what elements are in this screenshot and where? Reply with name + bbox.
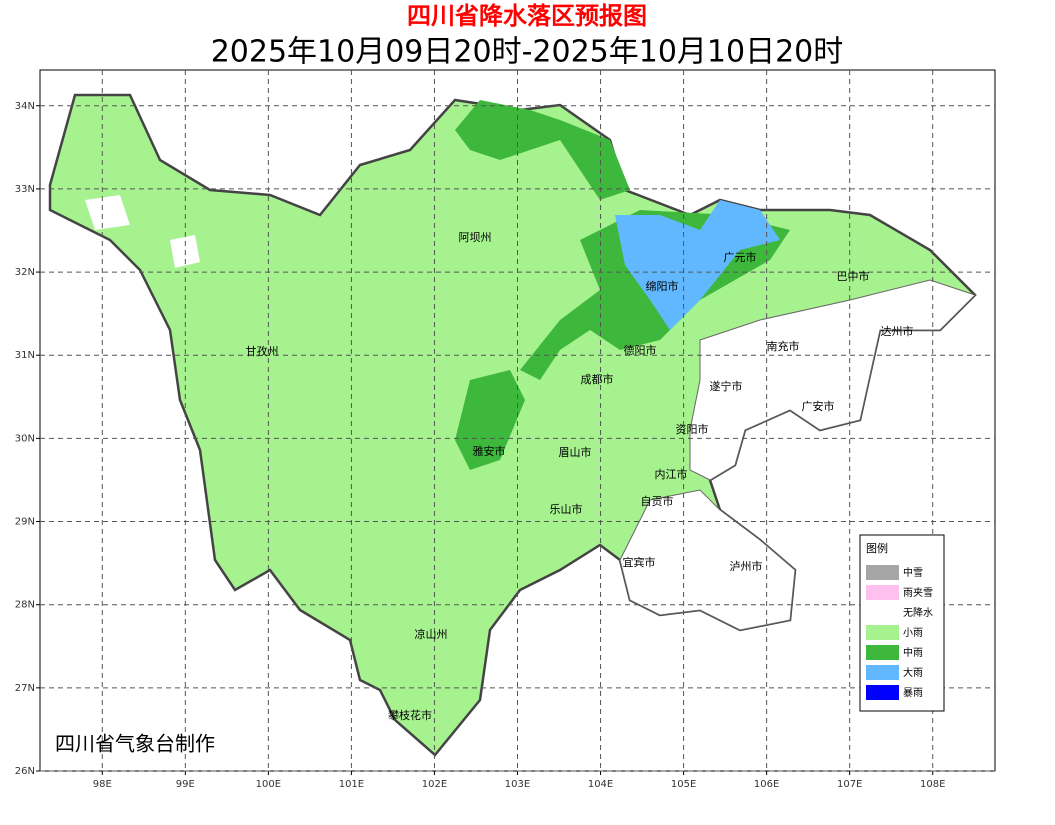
moderate-rain-yaan: [455, 370, 525, 470]
city-label: 乐山市: [550, 502, 583, 516]
x-tick-label: 98E: [93, 779, 112, 790]
precip-areas: [48, 93, 977, 757]
y-tick-label: 31N: [15, 350, 35, 361]
city-label: 广安市: [802, 399, 835, 413]
y-tick-label: 28N: [15, 600, 35, 611]
city-label: 绵阳市: [646, 279, 679, 293]
y-tick-label: 33N: [15, 184, 35, 195]
city-label: 阿坝州: [459, 230, 492, 244]
legend-box: [859, 534, 945, 712]
heavy-rain: [615, 200, 780, 330]
moderate-rain-north: [455, 100, 630, 200]
subtitle: 2025年10月09日20时-2025年10月10日20时: [211, 35, 844, 70]
y-tick-label: 29N: [15, 517, 35, 528]
legend-label: 暴雨: [903, 687, 923, 699]
city-label: 攀枝花市: [388, 708, 432, 722]
city-label: 凉山州: [415, 627, 448, 641]
legend-swatch: [866, 645, 899, 660]
y-tick-label: 27N: [15, 683, 35, 694]
city-label: 资阳市: [676, 422, 709, 436]
legend-swatch: [866, 685, 899, 700]
legend-swatch: [866, 625, 899, 640]
no-rain-southeast: [619, 489, 796, 631]
city-label: 泸州市: [730, 559, 763, 573]
city-label: 成都市: [581, 372, 614, 386]
city-label: 南充市: [767, 339, 800, 353]
x-tick-label: 106E: [754, 779, 779, 790]
legend-label: 雨夹雪: [903, 586, 933, 599]
y-tick-label: 32N: [15, 267, 35, 278]
x-tick-label: 101E: [339, 779, 364, 790]
credit: 四川省气象台制作: [55, 732, 215, 756]
legend-label: 大雨: [903, 666, 923, 679]
legend-label: 无降水: [903, 606, 933, 619]
x-tick-label: 100E: [256, 779, 281, 790]
city-label: 内江市: [655, 467, 688, 481]
grid: 98E 99E 100E 101E 102E 103E 104E 105E 106E 107E 10…: [15, 70, 995, 790]
title: 四川省降水落区预报图: [407, 2, 647, 30]
legend-label: 小雨: [903, 627, 923, 639]
city-label: 广元市: [724, 250, 757, 264]
city-label: 自贡市: [641, 494, 674, 508]
city-label: 遂宁市: [710, 379, 743, 393]
city-label: 眉山市: [559, 445, 592, 459]
legend-swatch: [866, 585, 899, 600]
legend-swatch: [866, 565, 899, 580]
x-tick-label: 105E: [671, 779, 696, 790]
city-label: 甘孜州: [246, 344, 279, 358]
y-tick-label: 30N: [15, 433, 35, 444]
x-tick-label: 99E: [176, 779, 195, 790]
x-tick-label: 108E: [920, 779, 945, 790]
city-label: 雅安市: [473, 444, 506, 458]
no-rain-west: [85, 195, 130, 230]
city-label: 宜宾市: [623, 555, 656, 569]
x-tick-label: 107E: [837, 779, 862, 790]
legend-swatch: [866, 665, 899, 680]
x-tick-label: 103E: [505, 779, 530, 790]
x-tick-label: 104E: [588, 779, 613, 790]
no-rain-east: [689, 279, 976, 481]
legend-label: 中雨: [903, 646, 923, 659]
legend-swatch: [866, 605, 899, 620]
city-label: 巴中市: [837, 269, 870, 283]
city-label: 德阳市: [624, 343, 657, 357]
y-tick-label: 26N: [15, 766, 35, 777]
legend-title: 图例: [866, 541, 888, 555]
x-tick-label: 102E: [422, 779, 447, 790]
y-tick-label: 34N: [15, 101, 35, 112]
city-label: 达州市: [881, 324, 914, 338]
legend-label: 中雪: [903, 566, 923, 579]
